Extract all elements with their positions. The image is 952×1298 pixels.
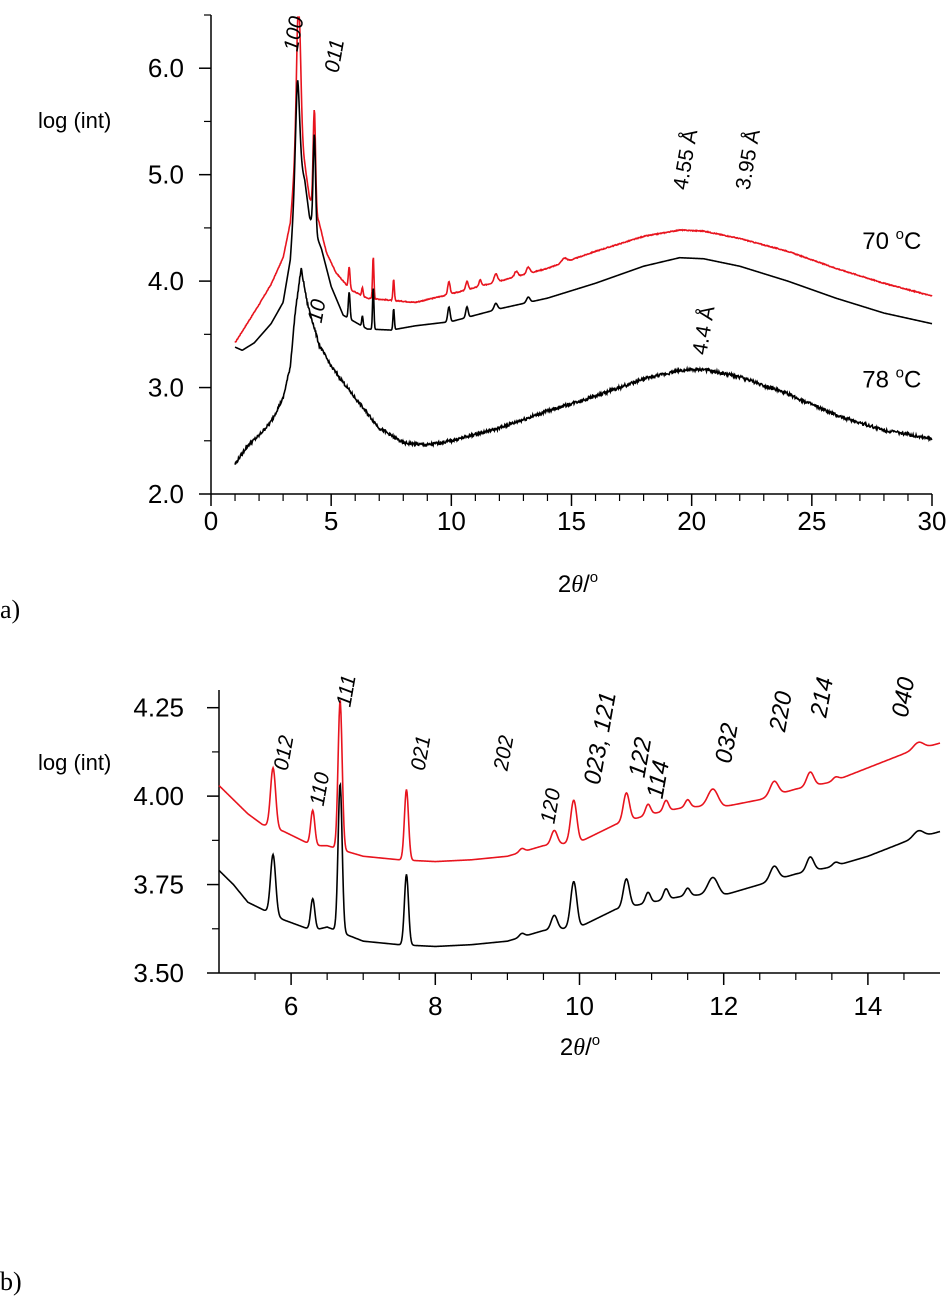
- series-line-2: [234, 267, 933, 465]
- series-line-1: [218, 781, 941, 948]
- peak-annotation: 040: [887, 675, 921, 720]
- peak-annotation: 3.95 Å: [732, 128, 765, 192]
- y-tick-label: 5.0: [148, 160, 184, 190]
- x-axis-label: 2θ/o: [558, 569, 598, 598]
- peak-annotation: 120: [537, 786, 566, 825]
- x-tick-label: 30: [918, 506, 947, 536]
- peak-annotation: 032: [710, 721, 744, 765]
- series-line-0: [218, 699, 941, 863]
- x-tick-label: 12: [709, 991, 738, 1021]
- y-axis-label: log (int): [38, 108, 111, 133]
- y-tick-label: 3.75: [133, 870, 184, 900]
- peak-annotation: 011: [321, 37, 349, 74]
- y-tick-label: 4.25: [133, 693, 184, 723]
- peak-annotation: 012: [270, 733, 299, 772]
- peak-annotation: 023, 121: [579, 690, 622, 787]
- peak-annotation: 114: [642, 758, 675, 800]
- peak-annotation: 100: [280, 14, 309, 53]
- series-line-0: [234, 16, 933, 343]
- peak-annotation: 110: [306, 770, 335, 807]
- y-tick-label: 3.50: [133, 958, 184, 988]
- peak-annotation: 220: [764, 689, 798, 735]
- x-tick-label: 0: [204, 506, 218, 536]
- x-tick-label: 10: [437, 506, 466, 536]
- peak-annotation: 202: [489, 733, 518, 773]
- y-tick-label: 3.0: [148, 373, 184, 403]
- panel-a: 2.0 3.0 4.0 5.0 6.0 0 5 10 15 20 25 30 log (int) 2θ/o…: [0, 14, 946, 624]
- x-tick-label: 20: [677, 506, 706, 536]
- y-axis-label: log (int): [38, 750, 111, 775]
- peak-annotation: 10: [304, 297, 331, 324]
- x-tick-label: 6: [284, 991, 298, 1021]
- y-tick-label: 4.00: [133, 781, 184, 811]
- panel-label: b): [0, 1267, 22, 1296]
- x-tick-label: 5: [324, 506, 338, 536]
- peak-annotation: 021: [407, 734, 436, 773]
- peak-annotation: 214: [805, 675, 839, 720]
- panel-label: a): [0, 595, 20, 624]
- x-tick-label: 10: [565, 991, 594, 1021]
- x-tick-label: 8: [428, 991, 442, 1021]
- temperature-label: 78 oC: [862, 365, 921, 394]
- peak-annotation: 111: [332, 673, 360, 708]
- series-line-1: [234, 80, 933, 352]
- temperature-label: 70 oC: [862, 226, 921, 255]
- x-tick-label: 14: [853, 991, 882, 1021]
- y-tick-label: 2.0: [148, 479, 184, 509]
- y-tick-label: 4.0: [148, 266, 184, 296]
- x-tick-label: 25: [797, 506, 826, 536]
- peak-annotation: 4.4 Å: [688, 304, 719, 356]
- x-axis-label: 2θ/o: [560, 1032, 600, 1061]
- x-tick-label: 15: [557, 506, 586, 536]
- panel-b: 3.50 3.75 4.00 4.25 6 8 10 12 14 log (int) 2θ/o b) 1…: [0, 673, 941, 1296]
- y-tick-label: 6.0: [148, 53, 184, 83]
- peak-annotation: 4.55 Å: [669, 128, 702, 192]
